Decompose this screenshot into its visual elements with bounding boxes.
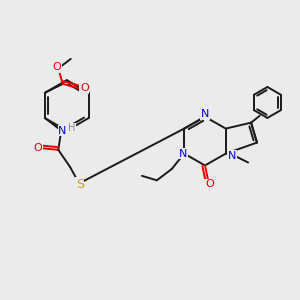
Text: H: H	[68, 123, 75, 133]
Text: O: O	[33, 143, 42, 153]
Text: O: O	[80, 83, 89, 93]
Text: O: O	[80, 83, 89, 93]
Text: N: N	[58, 125, 67, 136]
Text: N: N	[228, 151, 236, 161]
Text: O: O	[52, 62, 61, 72]
Text: N: N	[228, 151, 236, 161]
Text: O: O	[205, 179, 214, 189]
Text: N: N	[201, 109, 209, 119]
Text: N: N	[178, 148, 187, 159]
Text: N: N	[178, 148, 187, 159]
Text: N: N	[58, 125, 67, 136]
Text: N: N	[201, 109, 209, 119]
Text: O: O	[205, 179, 214, 189]
Text: S: S	[76, 178, 84, 191]
Text: O: O	[52, 62, 61, 72]
Text: H: H	[68, 123, 75, 133]
Text: O: O	[33, 143, 42, 153]
Text: S: S	[76, 178, 84, 191]
